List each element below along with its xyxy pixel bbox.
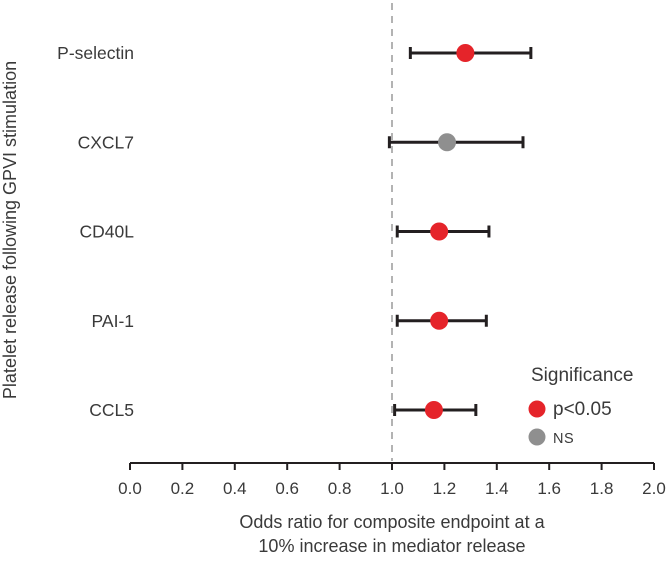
x-tick-label-1.0: 1.0 (380, 479, 404, 498)
x-tick-label-0.0: 0.0 (118, 479, 142, 498)
legend-title: Significance (531, 365, 633, 386)
x-tick-label-0.2: 0.2 (171, 479, 195, 498)
x-tick-label-0.8: 0.8 (328, 479, 352, 498)
point-CD40L (430, 222, 449, 241)
legend-dot-significant (528, 400, 546, 418)
point-CCL5 (424, 401, 443, 419)
x-tick-label-1.2: 1.2 (433, 479, 457, 498)
point-CXCL7 (438, 133, 457, 152)
x-tick-label-2.0: 2.0 (642, 479, 666, 498)
category-label-CD40L: CD40L (80, 222, 135, 242)
x-tick-label-0.4: 0.4 (223, 479, 247, 498)
category-label-P-selectin: P-selectin (57, 43, 134, 63)
x-axis-title-line2: 10% increase in mediator release (258, 536, 525, 556)
category-label-CXCL7: CXCL7 (78, 132, 134, 152)
point-P-selectin (456, 44, 475, 62)
x-tick-label-1.4: 1.4 (485, 479, 509, 498)
x-tick-label-1.8: 1.8 (590, 479, 614, 498)
x-tick-label-1.6: 1.6 (537, 479, 561, 498)
point-PAI-1 (430, 311, 449, 330)
x-tick-label-0.6: 0.6 (275, 479, 299, 498)
legend-label-significant: p<0.05 (553, 399, 612, 420)
legend-dot-not-significant (528, 428, 546, 446)
y-axis-title: Platelet release following GPVI stimulat… (0, 61, 20, 399)
category-label-PAI-1: PAI-1 (92, 311, 134, 331)
category-label-CCL5: CCL5 (89, 400, 134, 420)
legend-label-not-significant: NS (553, 431, 574, 447)
x-axis-title-line1: Odds ratio for composite endpoint at a (239, 512, 545, 532)
